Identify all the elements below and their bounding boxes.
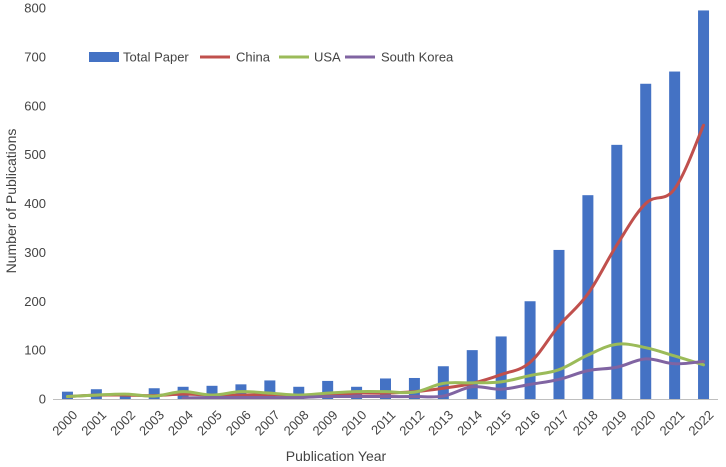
x-tick-label: 2022 bbox=[685, 407, 716, 438]
x-tick-label: 2010 bbox=[338, 407, 369, 438]
line-usa bbox=[65, 342, 706, 399]
y-tick-label: 700 bbox=[24, 49, 46, 64]
x-tick-label: 2020 bbox=[628, 407, 659, 438]
bar-2019 bbox=[611, 144, 623, 399]
legend-label-total-paper: Total Paper bbox=[123, 50, 189, 65]
x-tick-label: 2000 bbox=[49, 407, 80, 438]
bar-2016 bbox=[524, 301, 536, 399]
x-tick-label: 2015 bbox=[483, 407, 514, 438]
x-tick-label: 2019 bbox=[599, 407, 630, 438]
x-tick-label: 2009 bbox=[310, 407, 341, 438]
y-tick-label: 400 bbox=[24, 196, 46, 211]
line-south-korea bbox=[181, 357, 706, 400]
x-tick-label: 2011 bbox=[368, 407, 398, 437]
bar-2015 bbox=[495, 336, 507, 399]
x-tick-label: 2008 bbox=[281, 407, 312, 438]
bar-2008 bbox=[293, 386, 305, 399]
y-tick-labels: 0 100 200 300 400 500 600 700 800 bbox=[24, 1, 46, 407]
x-tick-label: 2017 bbox=[541, 407, 572, 438]
x-tick-label: 2006 bbox=[223, 407, 254, 438]
legend-swatch-total-paper bbox=[89, 52, 119, 62]
x-tick-label: 2003 bbox=[136, 407, 167, 438]
x-tick-label: 2018 bbox=[570, 407, 601, 438]
bar-2003 bbox=[148, 388, 160, 399]
x-tick-labels: 2000200120022003200420052006200720082009… bbox=[49, 407, 716, 438]
bar-2022 bbox=[698, 10, 710, 399]
x-tick-label: 2021 bbox=[656, 407, 687, 438]
bar-2007 bbox=[264, 380, 276, 399]
y-tick-label: 800 bbox=[24, 1, 46, 16]
y-tick-label: 300 bbox=[24, 245, 46, 260]
lines-layer bbox=[65, 123, 706, 400]
x-tick-label: 2002 bbox=[107, 407, 138, 438]
bar-2018 bbox=[582, 195, 594, 399]
bar-2005 bbox=[206, 385, 218, 399]
y-tick-label: 200 bbox=[24, 294, 46, 309]
x-tick-label: 2005 bbox=[194, 407, 225, 438]
line-china bbox=[65, 123, 706, 399]
x-tick-label: 2013 bbox=[425, 407, 456, 438]
bar-2020 bbox=[640, 83, 652, 399]
x-axis-title: Publication Year bbox=[286, 448, 387, 464]
bar-2009 bbox=[322, 380, 334, 399]
x-tick-label: 2016 bbox=[512, 407, 543, 438]
x-tick-label: 2007 bbox=[252, 407, 283, 438]
x-tick-label: 2014 bbox=[454, 407, 485, 438]
bar-2014 bbox=[466, 350, 478, 400]
bar-2011 bbox=[380, 378, 391, 399]
x-tick-label: 2004 bbox=[165, 407, 196, 438]
legend-label-south-korea: South Korea bbox=[381, 50, 454, 65]
y-axis-title: Number of Publications bbox=[3, 129, 19, 274]
y-tick-label: 500 bbox=[24, 147, 46, 162]
legend-label-usa: USA bbox=[314, 50, 341, 65]
bar-2021 bbox=[669, 71, 681, 399]
y-tick-label: 100 bbox=[24, 343, 46, 358]
x-tick-label: 2012 bbox=[396, 407, 427, 438]
bars-layer bbox=[61, 10, 710, 400]
y-tick-label: 600 bbox=[24, 98, 46, 113]
x-tick-label: 2001 bbox=[78, 407, 109, 438]
y-tick-label: 0 bbox=[39, 392, 46, 407]
legend-label-china: China bbox=[236, 50, 271, 65]
bar-2012 bbox=[408, 377, 420, 399]
legend: Total Paper China USA South Korea bbox=[89, 50, 454, 65]
